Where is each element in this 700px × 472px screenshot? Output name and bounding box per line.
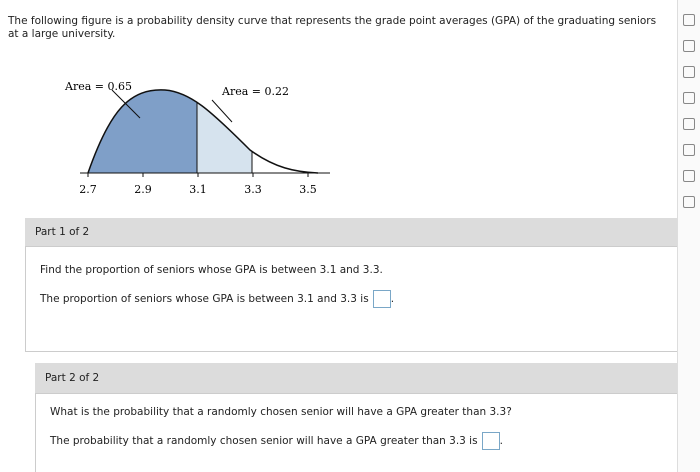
tool-icon[interactable] [683, 144, 695, 156]
tool-icon[interactable] [683, 196, 695, 208]
tick-label: 3.1 [189, 183, 207, 196]
tool-icon[interactable] [683, 92, 695, 104]
answer-suffix: . [499, 435, 503, 447]
answer-text: The proportion of seniors whose GPA is b… [40, 293, 369, 305]
toolbar [677, 0, 700, 472]
leader-line [111, 89, 141, 119]
tick-label: 3.5 [299, 183, 317, 196]
prompt: What is the probability that a randomly … [50, 406, 512, 418]
area-label: Area = 0.65 [64, 80, 132, 93]
tick-group: 2.7 2.9 3.1 3.3 3.5 [79, 173, 317, 196]
prompt: Find the proportion of seniors whose GPA… [40, 264, 383, 276]
answer-line: The probability that a randomly chosen s… [50, 432, 503, 450]
part-header: Part 1 of 2 [25, 218, 678, 246]
tool-icon[interactable] [683, 170, 695, 182]
tick-label: 2.7 [79, 183, 97, 196]
answer-box[interactable] [372, 290, 391, 308]
tick-label: 3.3 [244, 183, 262, 196]
tool-icon[interactable] [683, 66, 695, 78]
leader-line [211, 99, 233, 123]
tool-icon[interactable] [683, 118, 695, 130]
answer-suffix: . [390, 293, 395, 305]
answer-box[interactable] [481, 432, 500, 450]
question-text: The following figure is a probability de… [8, 15, 657, 40]
density-curve [87, 89, 319, 174]
part-panel: Find the proportion of seniors whose GPA… [25, 246, 678, 352]
area-middle [197, 89, 252, 173]
tool-icon[interactable] [683, 40, 695, 52]
tool-icon[interactable] [683, 14, 695, 26]
answer-line: The proportion of seniors whose GPA is b… [40, 290, 394, 308]
area-label: Area = 0.22 [221, 85, 289, 98]
tick-label: 2.9 [134, 183, 152, 196]
part-header: Part 2 of 2 [35, 363, 678, 393]
part-panel: What is the probability that a randomly … [35, 393, 678, 472]
answer-text: The probability that a randomly chosen s… [50, 435, 478, 447]
density-figure: Area = 0.65 Area = 0.22 2.7 2.9 3.1 3.3 3.5 [64, 80, 330, 196]
